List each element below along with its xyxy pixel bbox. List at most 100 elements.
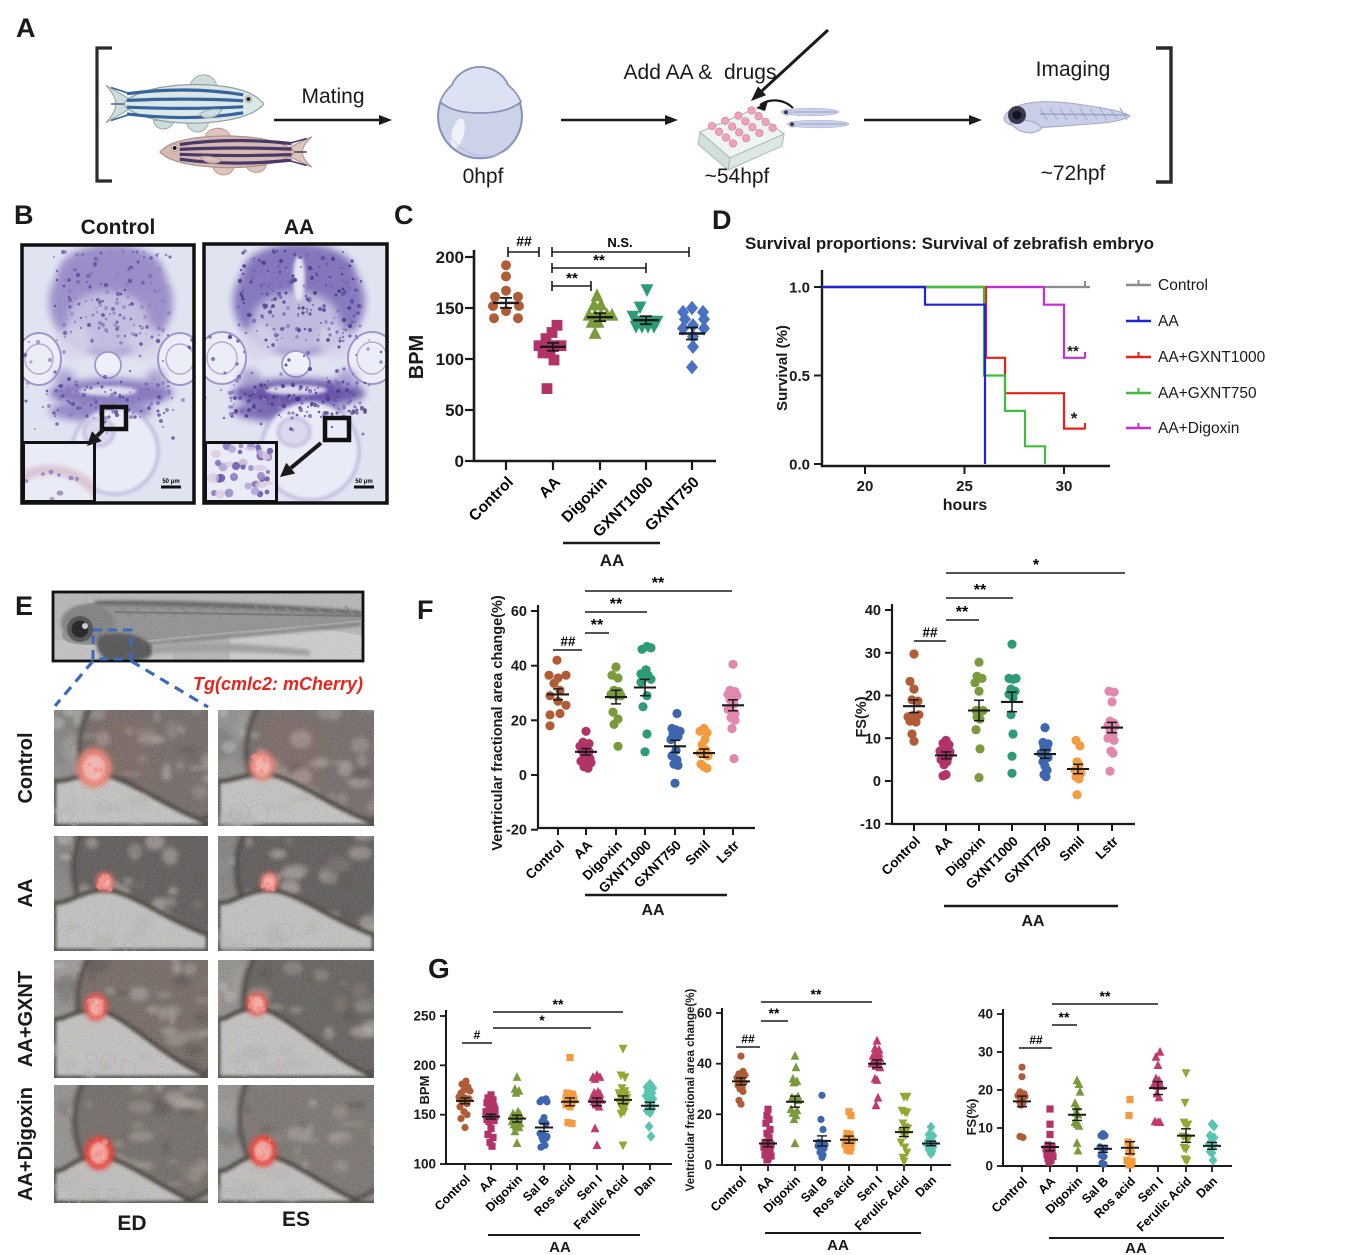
- svg-text:0.0: 0.0: [789, 457, 810, 474]
- svg-text:AA: AA: [1021, 913, 1045, 930]
- svg-text:FS(%): FS(%): [854, 696, 870, 737]
- svg-text:40: 40: [978, 1007, 993, 1022]
- svg-text:**: **: [1067, 343, 1079, 360]
- svg-text:20: 20: [697, 1107, 712, 1122]
- svg-text:150: 150: [413, 1107, 436, 1122]
- svg-text:-20: -20: [506, 823, 527, 839]
- svg-text:Add AA & drugs: Add AA & drugs: [624, 61, 777, 84]
- svg-text:20: 20: [511, 713, 527, 729]
- svg-text:AA+Digoxin: AA+Digoxin: [15, 1087, 37, 1201]
- svg-text:*: *: [1033, 557, 1040, 574]
- svg-text:60: 60: [697, 1006, 712, 1021]
- svg-text:Imaging: Imaging: [1036, 58, 1111, 81]
- svg-text:~72hpf: ~72hpf: [1041, 162, 1106, 185]
- svg-text:**: **: [610, 596, 623, 613]
- svg-text:ED: ED: [117, 1212, 146, 1235]
- svg-text:**: **: [811, 986, 822, 1002]
- svg-text:**: **: [1059, 1009, 1070, 1025]
- svg-text:**: **: [593, 252, 605, 269]
- svg-text:30: 30: [865, 646, 881, 662]
- svg-text:200: 200: [413, 1058, 436, 1073]
- svg-text:0: 0: [455, 452, 464, 471]
- svg-text:A: A: [16, 13, 36, 43]
- svg-text:Ventricular fractional area ch: Ventricular fractional area change(%): [490, 595, 506, 851]
- svg-text:50 μm: 50 μm: [162, 479, 179, 485]
- svg-text:0.5: 0.5: [789, 368, 810, 385]
- svg-text:-10: -10: [860, 817, 881, 833]
- svg-text:##: ##: [741, 1032, 755, 1046]
- svg-text:30: 30: [1056, 478, 1073, 495]
- svg-text:C: C: [394, 200, 414, 230]
- svg-text:Control: Control: [15, 732, 37, 803]
- svg-text:0hpf: 0hpf: [463, 165, 504, 188]
- svg-text:10: 10: [978, 1121, 993, 1136]
- svg-text:20: 20: [865, 689, 881, 705]
- svg-text:**: **: [769, 1005, 780, 1021]
- svg-text:ES: ES: [282, 1208, 310, 1231]
- svg-text:F: F: [417, 595, 434, 625]
- svg-text:AA+GXNT750: AA+GXNT750: [1158, 385, 1257, 402]
- svg-text:0: 0: [704, 1158, 712, 1173]
- svg-text:AA+GXNT1000: AA+GXNT1000: [1158, 349, 1266, 366]
- svg-text:Control: Control: [1158, 277, 1208, 294]
- svg-text:20: 20: [978, 1083, 993, 1098]
- svg-text:**: **: [1100, 988, 1111, 1004]
- svg-text:FS(%): FS(%): [964, 1099, 979, 1136]
- svg-text:*: *: [1071, 409, 1078, 428]
- svg-text:AA: AA: [1158, 313, 1179, 330]
- svg-text:N.S.: N.S.: [607, 235, 632, 250]
- svg-text:BPM: BPM: [417, 1076, 432, 1105]
- svg-text:AA: AA: [600, 551, 625, 570]
- svg-text:60: 60: [511, 604, 527, 620]
- svg-text:AA: AA: [641, 902, 665, 919]
- svg-text:Mating: Mating: [301, 85, 364, 108]
- svg-text:250: 250: [413, 1009, 436, 1024]
- svg-text:50: 50: [445, 401, 464, 420]
- svg-text:20: 20: [857, 478, 874, 495]
- svg-text:AA+Digoxin: AA+Digoxin: [1158, 420, 1239, 437]
- svg-text:D: D: [712, 205, 732, 235]
- svg-text:*: *: [539, 1012, 545, 1028]
- svg-text:**: **: [956, 604, 969, 621]
- svg-text:**: **: [566, 270, 578, 287]
- svg-text:40: 40: [511, 659, 527, 675]
- svg-text:E: E: [15, 591, 33, 621]
- svg-text:~54hpf: ~54hpf: [705, 165, 770, 188]
- svg-text:**: **: [553, 996, 564, 1012]
- svg-text:100: 100: [436, 350, 464, 369]
- svg-text:**: **: [974, 582, 987, 599]
- svg-text:G: G: [428, 953, 450, 984]
- svg-text:Control: Control: [81, 216, 156, 239]
- svg-text:40: 40: [697, 1056, 712, 1071]
- svg-text:BPM: BPM: [406, 335, 428, 379]
- svg-text:##: ##: [560, 634, 576, 649]
- svg-text:AA: AA: [1125, 1240, 1147, 1255]
- svg-text:##: ##: [922, 625, 938, 640]
- svg-text:AA: AA: [549, 1239, 571, 1255]
- svg-text:AA: AA: [15, 879, 37, 908]
- svg-text:1.0: 1.0: [789, 280, 810, 297]
- svg-text:150: 150: [436, 299, 464, 318]
- svg-text:25: 25: [956, 478, 973, 495]
- svg-text:50 μm: 50 μm: [355, 479, 372, 485]
- svg-text:AA+GXNT: AA+GXNT: [15, 971, 37, 1067]
- svg-text:Survival proportions: Survival: Survival proportions: Survival of zebraf…: [745, 234, 1154, 253]
- svg-text:##: ##: [516, 233, 532, 249]
- svg-text:**: **: [591, 617, 604, 634]
- svg-text:#: #: [474, 1028, 481, 1042]
- svg-text:AA: AA: [284, 216, 314, 239]
- svg-text:Ventricular fractional area ch: Ventricular fractional area change(%): [685, 989, 697, 1192]
- svg-text:40: 40: [865, 603, 881, 619]
- svg-text:Tg(cmlc2: mCherry): Tg(cmlc2: mCherry): [193, 674, 363, 694]
- svg-text:**: **: [652, 575, 665, 592]
- svg-text:Survival (%): Survival (%): [774, 325, 791, 411]
- svg-text:100: 100: [413, 1157, 436, 1172]
- svg-text:0: 0: [519, 768, 527, 784]
- svg-text:##: ##: [1029, 1033, 1043, 1047]
- svg-text:30: 30: [978, 1045, 993, 1060]
- svg-text:10: 10: [865, 731, 881, 747]
- svg-text:200: 200: [436, 248, 464, 267]
- svg-text:hours: hours: [943, 497, 988, 514]
- svg-text:0: 0: [873, 774, 881, 790]
- svg-text:0: 0: [985, 1159, 993, 1174]
